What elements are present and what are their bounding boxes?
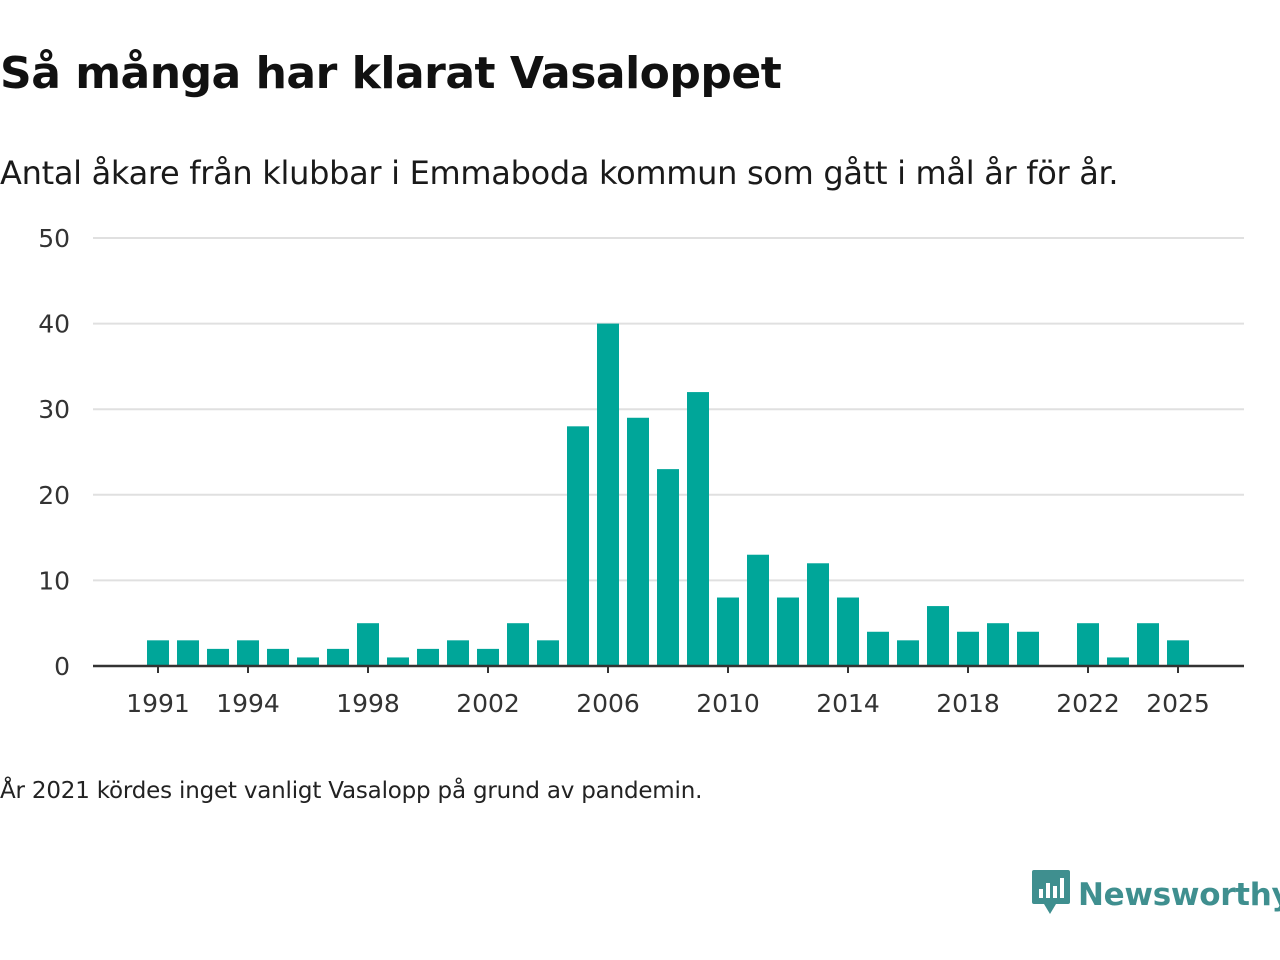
x-tick-label: 2025 bbox=[1146, 689, 1210, 718]
bar-2018 bbox=[957, 631, 979, 666]
chart-subtitle: Antal åkare från klubbar i Emmaboda komm… bbox=[0, 154, 1119, 192]
bar-2003 bbox=[507, 623, 529, 666]
bar-2001 bbox=[447, 640, 469, 666]
bar-2006 bbox=[597, 323, 619, 666]
bar-2015 bbox=[867, 631, 889, 666]
newsworthy-logo-icon bbox=[1030, 868, 1072, 922]
x-tick-label: 1991 bbox=[126, 689, 190, 718]
bar-2010 bbox=[717, 597, 739, 666]
bar-2005 bbox=[567, 426, 589, 666]
x-tick-label: 2022 bbox=[1056, 689, 1120, 718]
bar-2013 bbox=[807, 563, 829, 666]
bar-2024 bbox=[1137, 623, 1159, 666]
y-tick-label: 40 bbox=[38, 310, 70, 339]
y-tick-label: 30 bbox=[38, 395, 70, 424]
bar-1997 bbox=[327, 648, 349, 666]
y-tick-label: 20 bbox=[38, 481, 70, 510]
footnote: År 2021 kördes inget vanligt Vasalopp på… bbox=[0, 778, 703, 804]
y-tick-label: 10 bbox=[38, 566, 70, 595]
bar-2023 bbox=[1107, 657, 1129, 666]
axes: 0 10 20 30 40 50 1991 1994 1998 2002 2006 2010 2014 2… bbox=[38, 224, 1244, 718]
bar-2022 bbox=[1077, 623, 1099, 666]
bar-1996 bbox=[297, 657, 319, 666]
bar-2007 bbox=[627, 417, 649, 666]
brand-name: Newsworthy bbox=[1078, 877, 1280, 913]
bar-2008 bbox=[657, 469, 679, 666]
bar-2002 bbox=[477, 648, 499, 666]
bar-2025 bbox=[1167, 640, 1189, 666]
chart-title: Så många har klarat Vasaloppet bbox=[0, 48, 782, 99]
bar-1998 bbox=[357, 623, 379, 666]
x-tick-label: 1998 bbox=[336, 689, 400, 718]
y-tick-label: 50 bbox=[38, 224, 70, 253]
gridlines bbox=[93, 237, 1244, 582]
bar-2019 bbox=[987, 623, 1009, 666]
brand-logo: Newsworthy bbox=[1030, 870, 1280, 920]
x-tick-label: 2018 bbox=[936, 689, 1000, 718]
bar-chart: 0 10 20 30 40 50 1991 1994 1998 2002 2006 2010 2014 2… bbox=[38, 224, 1244, 718]
bar-2020 bbox=[1017, 631, 1039, 666]
bar-2016 bbox=[897, 640, 919, 666]
bar-2000 bbox=[417, 648, 439, 666]
bars bbox=[147, 323, 1189, 666]
bar-2009 bbox=[687, 392, 709, 666]
bar-2017 bbox=[927, 606, 949, 666]
x-tick-label: 2006 bbox=[576, 689, 640, 718]
bar-1999 bbox=[387, 657, 409, 666]
bar-1994 bbox=[237, 640, 259, 666]
bar-2012 bbox=[777, 597, 799, 666]
y-tick-label: 0 bbox=[54, 652, 70, 681]
bar-2004 bbox=[537, 640, 559, 666]
bar-1993 bbox=[207, 648, 229, 666]
bar-2014 bbox=[837, 597, 859, 666]
bar-1991 bbox=[147, 640, 169, 666]
bar-1992 bbox=[177, 640, 199, 666]
x-tick-label: 2014 bbox=[816, 689, 880, 718]
bar-1995 bbox=[267, 648, 289, 666]
x-tick-label: 1994 bbox=[216, 689, 280, 718]
bar-2011 bbox=[747, 554, 769, 666]
x-tick-label: 2002 bbox=[456, 689, 520, 718]
x-tick-label: 2010 bbox=[696, 689, 760, 718]
